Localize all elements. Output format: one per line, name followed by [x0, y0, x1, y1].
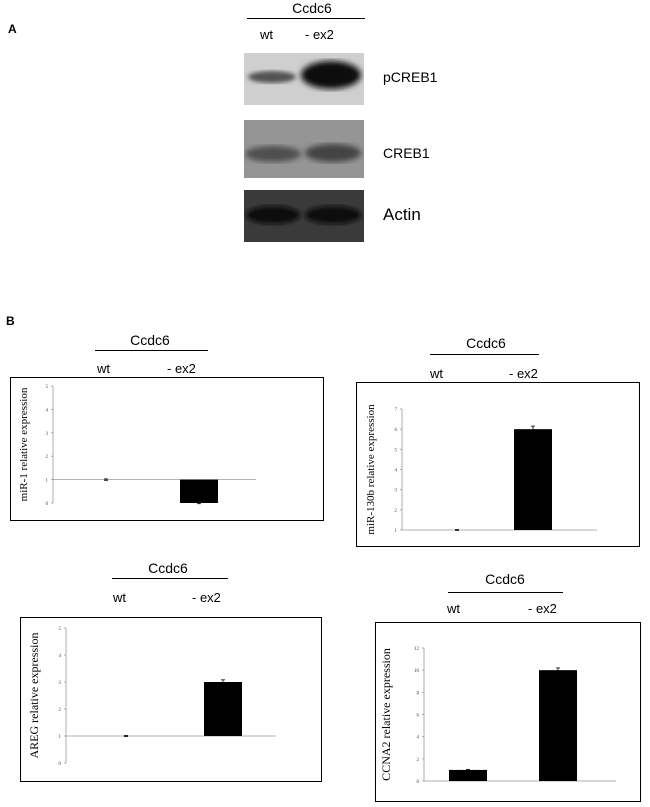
y-tick-label: 0 — [59, 762, 62, 767]
y-tick-label: 2 — [59, 708, 62, 713]
y-tick-label: 2 — [417, 758, 420, 763]
blot-label-creb1: CREB1 — [383, 145, 430, 161]
chart3-condition-wt: wt — [113, 590, 126, 605]
chart3-svg: 0 1 2 3 4 5 AREG relative expression — [27, 627, 276, 767]
chart1-group-line — [95, 350, 208, 351]
blot-label-actin: Actin — [383, 205, 421, 224]
y-tick-label: 4 — [417, 736, 420, 741]
chart4-condition-ex2: - ex2 — [528, 601, 557, 616]
y-tick-label: 5 — [46, 385, 49, 390]
y-axis-label: CCNA2 relative expression — [379, 648, 393, 781]
y-tick-label: 4 — [46, 408, 49, 413]
y-tick-label: 12 — [414, 647, 420, 652]
chart4-condition-wt: wt — [447, 601, 460, 616]
bar-ex2 — [539, 670, 577, 781]
y-axis-label: miR-130b relative expression — [365, 404, 377, 535]
panel-a-condition-wt: wt — [260, 27, 273, 42]
panel-a-letter: A — [8, 22, 17, 36]
chart2-group-line — [430, 354, 539, 355]
blot-pcreb1 — [244, 53, 364, 105]
blot-pcreb1-image — [244, 53, 364, 105]
panel-a-group-line — [247, 18, 365, 19]
y-tick-label: 7 — [395, 408, 398, 413]
y-tick-label: 3 — [395, 489, 398, 494]
chart4-svg: 0 2 4 6 8 10 12 CCNA2 relative expression — [379, 647, 616, 785]
y-tick-label: 1 — [59, 735, 62, 740]
chart3-box: 0 1 2 3 4 5 AREG relative expression — [20, 617, 322, 782]
blot-label-pcreb1: pCREB1 — [383, 69, 438, 85]
y-axis-label: AREG relative expression — [27, 633, 41, 759]
y-tick-label: 3 — [59, 681, 62, 686]
panel-b-letter: B — [6, 314, 15, 328]
chart2-condition-wt: wt — [430, 366, 443, 381]
blot-creb1-image — [244, 120, 364, 178]
y-tick-label: 8 — [417, 691, 420, 696]
y-tick-label: 2 — [395, 509, 398, 514]
chart1-svg: 0 1 2 3 4 5 miR-1 relative expression — [18, 385, 256, 507]
y-tick-label: 4 — [59, 654, 62, 659]
chart4-box: 0 2 4 6 8 10 12 CCNA2 relative expression — [375, 622, 641, 802]
chart1-condition-wt: wt — [97, 361, 110, 376]
chart3-group-label: Ccdc6 — [148, 560, 188, 576]
blot-creb1 — [244, 120, 364, 178]
y-tick-label: 6 — [395, 428, 398, 433]
panel-a-group-label: Ccdc6 — [292, 0, 332, 16]
chart4-group-label: Ccdc6 — [485, 571, 525, 587]
y-tick-label: 1 — [46, 479, 49, 484]
chart1-box: 0 1 2 3 4 5 miR-1 relative expression — [10, 377, 324, 521]
bar-ex2 — [180, 479, 218, 503]
blot-actin-image — [244, 190, 364, 242]
chart2-svg: 1 2 3 4 5 6 7 miR-130b relative expression — [365, 404, 597, 535]
chart2-box: 1 2 3 4 5 6 7 miR-130b relative expression — [356, 382, 640, 547]
y-tick-label: 5 — [395, 448, 398, 453]
y-tick-label: 6 — [417, 714, 420, 719]
y-axis-label: miR-1 relative expression — [18, 387, 30, 501]
y-tick-label: 10 — [414, 669, 420, 674]
chart2-condition-ex2: - ex2 — [509, 366, 538, 381]
chart3-group-line — [112, 578, 228, 579]
chart1-condition-ex2: - ex2 — [167, 361, 196, 376]
y-tick-label: 3 — [46, 432, 49, 437]
chart3-condition-ex2: - ex2 — [192, 590, 221, 605]
chart2-group-label: Ccdc6 — [466, 335, 506, 351]
chart4-group-line — [448, 592, 563, 593]
y-tick-label: 0 — [417, 780, 420, 785]
bar-ex2 — [514, 429, 552, 530]
chart1-group-label: Ccdc6 — [130, 332, 170, 348]
bar-ex2 — [204, 682, 242, 736]
y-tick-label: 2 — [46, 455, 49, 460]
bar-wt — [449, 769, 487, 781]
y-tick-label: 1 — [395, 529, 398, 534]
y-tick-label: 5 — [59, 627, 62, 632]
y-tick-label: 4 — [395, 469, 398, 474]
blot-actin — [244, 190, 364, 242]
panel-a-condition-ex2: - ex2 — [305, 27, 334, 42]
y-tick-label: 0 — [46, 502, 49, 507]
